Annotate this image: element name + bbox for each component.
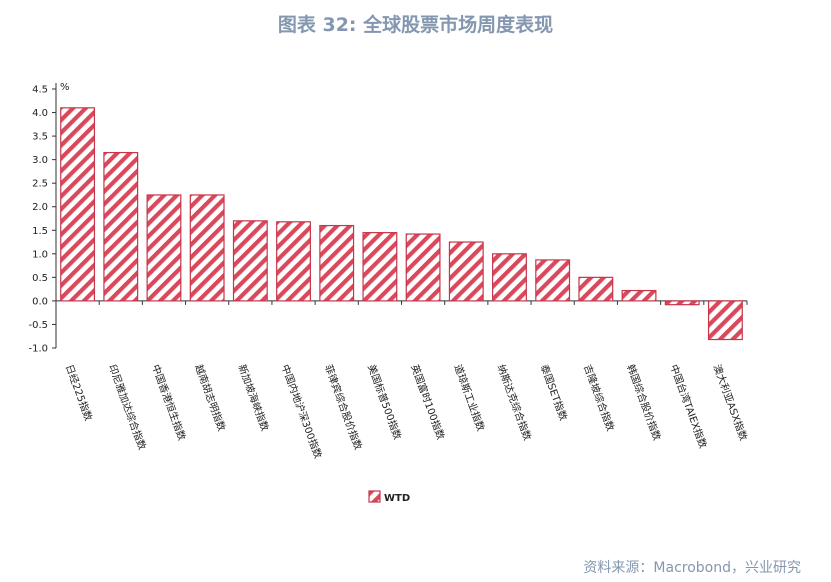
category-label: 韩国综合股价指数 [624,363,664,443]
category-label: 美国标普500指数 [365,363,404,442]
bar [535,259,571,302]
bar [664,300,700,306]
category-label: 纳斯达克综合指数 [495,363,535,443]
bar [276,221,311,302]
category-label: 日经225指数 [63,363,95,423]
y-tick-label: 0.5 [32,273,48,284]
y-tick-label: -0.5 [28,320,48,331]
bar [232,220,268,302]
category-label: 菲律宾综合股价指数 [322,363,365,452]
y-tick-label: 2.5 [32,179,48,190]
y-tick-label: 0.0 [32,296,48,307]
category-labels: 日经225指数 印尼雅加达综合指数 中国香港恒生指数 越南胡志明指数 新加坡海峡指数 中国… [63,363,750,461]
bar [146,194,182,302]
category-label: 印尼雅加达综合指数 [106,363,149,452]
legend-label-wtd: WTD [384,493,410,504]
y-tick-label: 1.5 [32,226,48,237]
category-label: 中国内地沪深300指数 [279,363,325,461]
category-label: 澳大利亚ASX指数 [711,363,751,443]
category-label: 越南胡志明指数 [192,363,228,433]
bar [189,194,225,302]
legend-swatch [368,490,381,503]
y-tick-label: 1.0 [32,249,48,260]
bar [707,300,743,341]
y-tick-label: 4.5 [32,85,48,96]
legend: WTD [368,490,410,504]
category-label: 中国台湾TAIEX指数 [667,363,709,450]
axes: % 4.5 4.0 3.5 3.0 2.5 2.0 1.5 1.0 0.5 0.0 -0.5 -1.0 [28,82,748,355]
bar [448,241,484,302]
source-note: 资料来源：Macrobond，兴业研究 [583,560,801,576]
bar [362,232,398,302]
category-label: 新加坡海峡指数 [236,363,272,433]
category-label: 英国富时100指数 [408,363,447,442]
bar [492,253,527,302]
y-unit-label: % [60,82,70,93]
bar [60,107,96,302]
y-tick-label: 3.0 [32,155,48,166]
category-label: 道琼斯工业指数 [451,363,487,433]
bar [319,224,355,302]
category-label: 泰国SET指数 [538,363,570,423]
y-tick-label: -1.0 [28,344,48,355]
bar [621,289,657,302]
bar [405,233,441,302]
category-label: 中国香港恒生指数 [149,363,189,443]
y-tick-label: 2.0 [32,202,48,213]
chart-title: 图表 32: 全球股票市场周度表现 [277,14,554,36]
bar [578,276,614,302]
y-tick-label: 4.0 [32,108,48,119]
bars [60,107,743,341]
category-label: 吉隆坡综合指数 [581,363,617,433]
bar [103,151,139,302]
y-tick-label: 3.5 [32,132,48,143]
